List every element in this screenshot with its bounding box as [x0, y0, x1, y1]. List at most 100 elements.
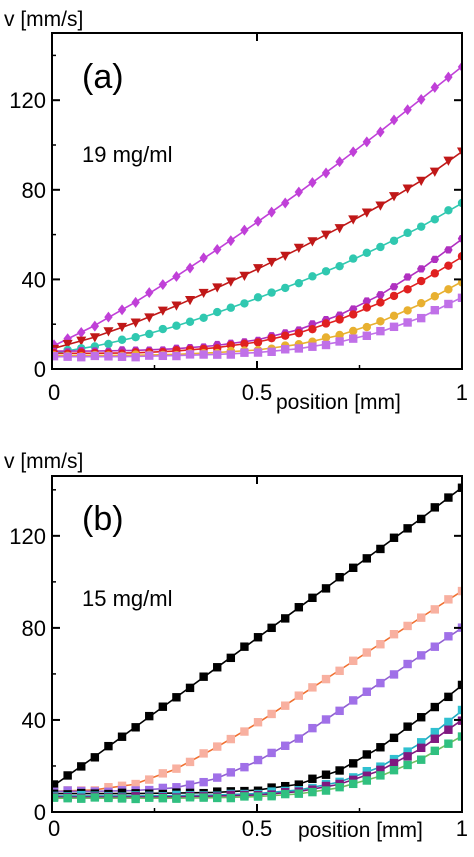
- data-point: [184, 296, 196, 306]
- data-point: [457, 234, 462, 243]
- data-point: [403, 621, 412, 631]
- data-point: [145, 351, 154, 360]
- data-point: [444, 246, 453, 254]
- data-point: [294, 789, 304, 798]
- data-point: [144, 313, 155, 323]
- y-tick-label: 120: [9, 524, 46, 549]
- data-point: [430, 746, 440, 756]
- data-point: [213, 243, 222, 255]
- data-point: [362, 766, 372, 776]
- data-point: [52, 780, 59, 789]
- data-point: [417, 93, 426, 105]
- data-point: [444, 285, 453, 294]
- data-point: [185, 793, 195, 802]
- data-point: [281, 331, 290, 340]
- data-point: [294, 603, 304, 612]
- data-point: [335, 330, 344, 340]
- data-point: [90, 320, 100, 332]
- data-point: [131, 352, 140, 362]
- panel-label-a: (a): [82, 58, 124, 96]
- y-axis-label-a: v [mm/s]: [4, 8, 83, 31]
- fit-line: [52, 65, 462, 348]
- series-layer-b: [52, 483, 462, 804]
- data-point: [321, 715, 331, 724]
- data-point: [362, 771, 372, 780]
- data-point: [213, 663, 222, 672]
- data-point: [335, 706, 344, 716]
- data-point: [457, 705, 462, 715]
- data-point: [294, 186, 304, 198]
- data-point: [172, 783, 181, 792]
- data-point: [226, 653, 236, 663]
- data-point: [131, 296, 140, 308]
- series-b-1: [52, 483, 462, 789]
- data-point: [321, 167, 331, 179]
- data-point: [131, 723, 140, 732]
- data-point: [444, 261, 453, 270]
- data-point: [444, 299, 453, 309]
- data-point: [403, 228, 412, 238]
- data-point: [281, 283, 290, 293]
- data-point: [240, 792, 249, 801]
- data-point: [76, 336, 87, 346]
- data-point: [389, 533, 399, 542]
- data-point: [267, 288, 276, 297]
- data-point: [185, 262, 195, 274]
- data-point: [335, 782, 344, 792]
- data-point: [117, 781, 127, 791]
- series-b-3: [52, 623, 462, 796]
- data-point: [430, 702, 440, 712]
- data-point: [457, 61, 462, 73]
- data-point: [403, 760, 412, 770]
- y-tick-label: 40: [22, 267, 46, 292]
- data-point: [417, 755, 426, 764]
- data-point: [321, 267, 331, 276]
- series-b-7: [52, 732, 462, 804]
- data-point: [349, 310, 358, 319]
- data-point: [158, 783, 168, 793]
- x-tick-label: 0: [48, 380, 60, 405]
- data-point: [281, 614, 290, 623]
- data-point: [281, 701, 290, 710]
- data-point: [267, 347, 276, 356]
- data-point: [389, 311, 399, 321]
- data-point: [417, 298, 426, 308]
- data-point: [349, 779, 358, 789]
- data-point: [199, 749, 208, 758]
- data-point: [362, 687, 372, 696]
- data-point: [226, 350, 236, 359]
- data-point: [253, 633, 263, 642]
- data-point: [349, 254, 358, 263]
- data-point: [444, 725, 453, 734]
- data-point: [240, 224, 249, 236]
- concentration-label-b: 15 mg/ml: [82, 586, 172, 611]
- data-point: [281, 781, 290, 791]
- data-point: [185, 683, 195, 693]
- y-axis-label-b: v [mm/s]: [4, 450, 83, 473]
- data-point: [158, 793, 168, 803]
- data-point: [349, 696, 358, 705]
- data-point: [417, 613, 426, 622]
- ticks-a: 0 40 80 120 0 0.5 1: [9, 33, 468, 405]
- data-point: [213, 350, 222, 359]
- data-point: [430, 642, 440, 651]
- data-point: [335, 766, 344, 775]
- data-point: [376, 743, 385, 752]
- concentration-label-a: 19 mg/ml: [82, 142, 172, 167]
- data-point: [321, 340, 331, 350]
- data-point: [349, 563, 358, 572]
- data-point: [444, 206, 453, 215]
- data-point: [349, 146, 358, 158]
- data-point: [403, 318, 412, 327]
- data-point: [77, 762, 86, 771]
- data-point: [308, 723, 317, 733]
- data-point: [417, 313, 426, 323]
- x-tick-label: 1: [456, 816, 468, 841]
- data-point: [145, 775, 154, 784]
- data-point: [240, 762, 249, 772]
- data-point: [389, 733, 399, 743]
- data-point: [267, 623, 276, 633]
- data-point: [362, 136, 372, 148]
- data-point: [321, 333, 331, 342]
